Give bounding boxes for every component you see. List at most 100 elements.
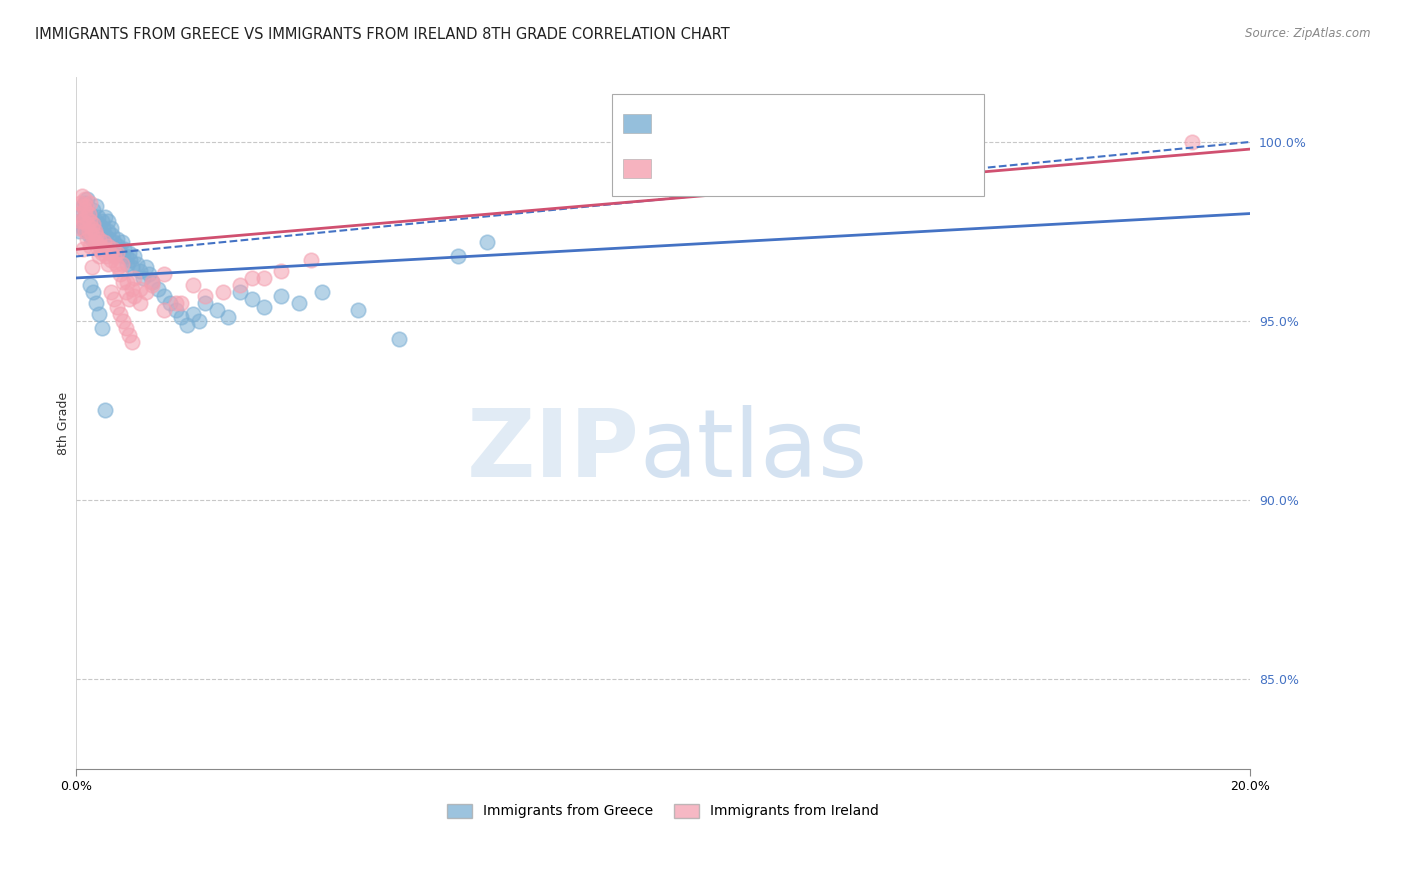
Point [87, 243, 110, 257]
Point [82, 260, 104, 275]
Point [100, 253, 122, 268]
Point [159, 296, 181, 310]
Point [141, 275, 163, 289]
Point [96, 250, 118, 264]
Point [110, 257, 132, 271]
Point [77, 224, 100, 238]
Point [89, 231, 111, 245]
Point [72, 199, 94, 213]
Text: R =: R = [662, 115, 696, 130]
Point [75, 217, 97, 231]
Point [388, 332, 411, 346]
Point [135, 285, 157, 300]
Text: 0.126: 0.126 [702, 115, 749, 130]
Point [153, 289, 176, 303]
Point [89, 224, 111, 238]
Point [94, 210, 117, 224]
Point [79, 195, 101, 210]
Point [1181, 135, 1204, 149]
Point [97, 224, 120, 238]
Point [181, 307, 204, 321]
Point [111, 275, 134, 289]
Point [141, 275, 163, 289]
Point [69, 213, 91, 227]
Point [114, 321, 136, 335]
Point [103, 293, 125, 307]
Point [89, 307, 111, 321]
Point [89, 239, 111, 253]
Point [117, 293, 139, 307]
Point [127, 257, 149, 271]
Point [87, 210, 110, 224]
Point [100, 285, 122, 300]
Point [311, 285, 333, 300]
Point [84, 199, 107, 213]
Point [94, 243, 117, 257]
Point [114, 250, 136, 264]
Text: 0.230: 0.230 [702, 160, 749, 175]
Point [73, 210, 96, 224]
Point [82, 217, 104, 231]
Point [76, 192, 98, 206]
Point [76, 231, 98, 245]
Point [270, 264, 292, 278]
Point [194, 296, 217, 310]
Point [82, 227, 104, 242]
Point [100, 220, 122, 235]
Point [72, 220, 94, 235]
Point [117, 328, 139, 343]
Text: IMMIGRANTS FROM GREECE VS IMMIGRANTS FROM IRELAND 8TH GRADE CORRELATION CHART: IMMIGRANTS FROM GREECE VS IMMIGRANTS FRO… [35, 27, 730, 42]
Y-axis label: 8th Grade: 8th Grade [58, 392, 70, 455]
Point [73, 224, 96, 238]
Point [91, 231, 114, 245]
Point [79, 206, 101, 220]
Point [114, 285, 136, 300]
Point [299, 253, 322, 268]
Point [217, 310, 239, 325]
Point [188, 314, 211, 328]
Point [165, 303, 187, 318]
Point [89, 227, 111, 242]
Point [82, 285, 104, 300]
Point [108, 268, 131, 282]
Point [253, 271, 276, 285]
Point [105, 231, 128, 245]
Point [229, 278, 252, 293]
Point [121, 260, 143, 275]
Text: N =: N = [754, 160, 787, 175]
Point [446, 250, 468, 264]
Point [117, 257, 139, 271]
Text: N =: N = [754, 115, 787, 130]
Point [107, 239, 129, 253]
Point [107, 260, 129, 275]
Point [69, 213, 91, 227]
Point [121, 335, 143, 350]
Point [91, 321, 114, 335]
Point [84, 296, 107, 310]
Point [96, 235, 118, 249]
Point [93, 235, 115, 249]
Point [91, 246, 114, 260]
Point [108, 246, 131, 260]
Point [79, 239, 101, 253]
Point [194, 289, 217, 303]
Point [72, 243, 94, 257]
Point [79, 220, 101, 235]
Point [82, 217, 104, 231]
Point [240, 293, 263, 307]
Point [153, 303, 176, 318]
Point [170, 310, 193, 325]
Point [121, 282, 143, 296]
Point [111, 314, 134, 328]
Point [94, 227, 117, 242]
Point [67, 224, 90, 238]
Point [91, 220, 114, 235]
Point [165, 296, 187, 310]
Point [100, 239, 122, 253]
Point [84, 227, 107, 242]
Text: Source: ZipAtlas.com: Source: ZipAtlas.com [1246, 27, 1371, 40]
Point [73, 202, 96, 217]
Point [129, 282, 152, 296]
Point [98, 231, 121, 245]
Text: 81: 81 [793, 160, 814, 175]
